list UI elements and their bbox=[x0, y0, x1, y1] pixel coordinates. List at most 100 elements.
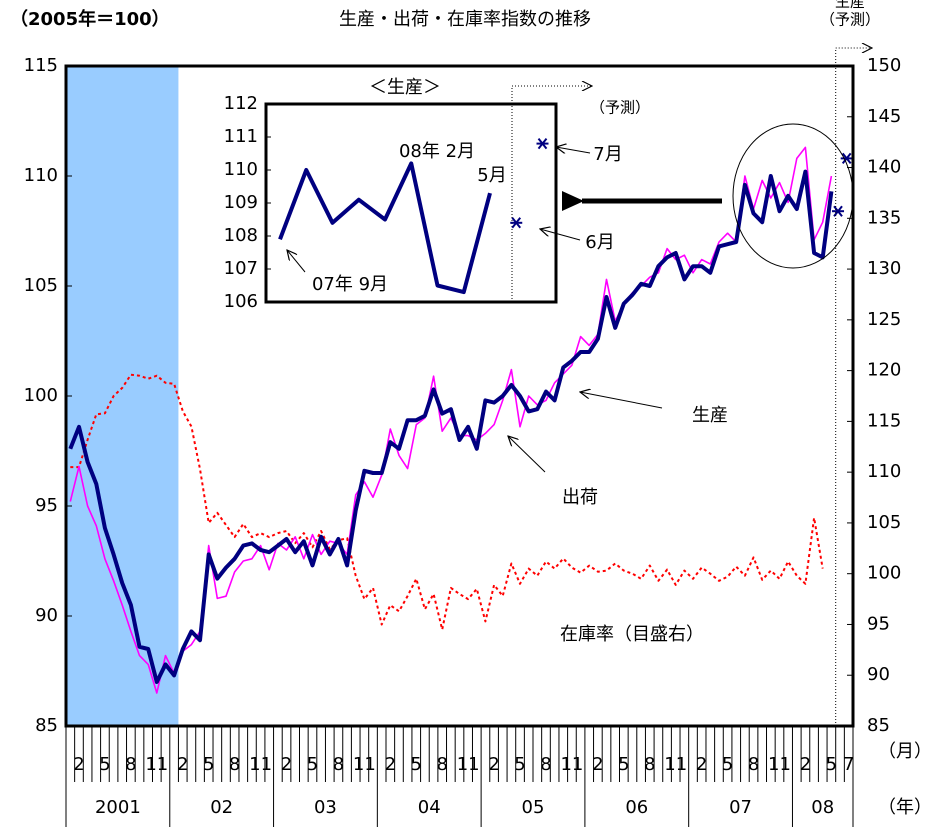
x-tick-label: 2 bbox=[800, 754, 811, 775]
forecast-stroke bbox=[511, 217, 522, 229]
series-label: 出荷 bbox=[562, 487, 598, 508]
series-line bbox=[68, 169, 834, 684]
highlight-circle bbox=[732, 123, 854, 269]
x-tick-label: 11 bbox=[353, 754, 376, 775]
y-tick-label: 105 bbox=[24, 275, 58, 296]
y2-tick-label: 140 bbox=[867, 157, 901, 178]
forecast-divider bbox=[835, 48, 872, 726]
forecast-mark bbox=[510, 217, 523, 229]
plot-frame bbox=[64, 64, 855, 728]
chart-title: 生産・出荷・在庫率指数の推移 bbox=[339, 9, 591, 30]
y2-tick-label: 90 bbox=[867, 664, 890, 685]
x-tick-label: 8 bbox=[644, 754, 655, 775]
x-tick-label: 2 bbox=[281, 754, 292, 775]
annotation-arrow bbox=[580, 392, 663, 409]
inset-forecast-label: （予測） bbox=[590, 99, 650, 117]
annotation-arrow bbox=[556, 147, 591, 153]
forecast-mark bbox=[536, 137, 549, 150]
x-unit-label: （月） bbox=[878, 741, 930, 762]
x-tick-label: 7 bbox=[843, 754, 854, 775]
x-tick-label: 8 bbox=[229, 754, 240, 775]
y2-tick-label: 150 bbox=[867, 55, 901, 76]
x-tick-label: 5 bbox=[618, 754, 629, 775]
y-tick-label: 95 bbox=[35, 495, 58, 516]
annotation-arrow bbox=[287, 250, 306, 273]
inset-forecast-divider bbox=[511, 86, 592, 302]
year-label: 04 bbox=[418, 797, 441, 818]
y2-tick-label: 135 bbox=[867, 207, 901, 228]
x-tick-label: 5 bbox=[722, 754, 733, 775]
forecast-label: 生産 bbox=[835, 0, 865, 11]
x-tick-label: 2 bbox=[177, 754, 188, 775]
year-label: 03 bbox=[314, 797, 337, 818]
x-tick-label: 5 bbox=[514, 754, 525, 775]
x-tick-label: 8 bbox=[125, 754, 136, 775]
y2-tick-label: 105 bbox=[867, 512, 901, 533]
y2-tick-label: 120 bbox=[867, 360, 901, 381]
forecast-label: （予測） bbox=[820, 11, 880, 29]
year-label: 05 bbox=[522, 797, 545, 818]
annotation-arrow bbox=[508, 436, 546, 473]
year-label: 08 bbox=[811, 797, 834, 818]
inset-line bbox=[278, 161, 492, 295]
x-tick-label: 8 bbox=[333, 754, 344, 775]
inset-title: ＜生産＞ bbox=[369, 77, 441, 98]
series-label: 在庫率（目盛右） bbox=[560, 624, 704, 645]
x-tick-label: 5 bbox=[99, 754, 110, 775]
inset-annotation: 5月 bbox=[477, 165, 506, 186]
inset-frame bbox=[264, 102, 558, 304]
x-unit-label: （年） bbox=[878, 797, 930, 818]
inset-annotation: 07年 9月 bbox=[312, 274, 388, 295]
forecast-mark bbox=[840, 152, 853, 165]
annotation-arrow bbox=[540, 229, 581, 241]
x-tick-label: 11 bbox=[664, 754, 687, 775]
x-tick-label: 11 bbox=[768, 754, 791, 775]
y2-tick-label: 130 bbox=[867, 258, 901, 279]
x-tick-label: 5 bbox=[826, 754, 837, 775]
inset-annotation: 7月 bbox=[593, 144, 622, 165]
year-label: 2001 bbox=[95, 797, 141, 818]
x-tick-label: 5 bbox=[203, 754, 214, 775]
x-tick-label: 11 bbox=[560, 754, 583, 775]
inset-y-tick-label: 110 bbox=[224, 159, 258, 180]
year-label: 07 bbox=[729, 797, 752, 818]
y2-tick-label: 95 bbox=[867, 613, 890, 634]
y-tick-label: 100 bbox=[24, 385, 58, 406]
x-tick-label: 11 bbox=[249, 754, 272, 775]
x-tick-label: 8 bbox=[540, 754, 551, 775]
x-tick-label: 8 bbox=[436, 754, 447, 775]
year-label: 02 bbox=[210, 797, 233, 818]
y2-tick-label: 145 bbox=[867, 106, 901, 127]
year-label: 06 bbox=[625, 797, 648, 818]
x-tick-label: 8 bbox=[748, 754, 759, 775]
x-tick-label: 2 bbox=[592, 754, 603, 775]
x-tick-label: 2 bbox=[696, 754, 707, 775]
y2-tick-label: 85 bbox=[867, 715, 890, 736]
x-tick-label: 11 bbox=[145, 754, 168, 775]
y2-tick-label: 100 bbox=[867, 563, 901, 584]
inset-y-tick-label: 107 bbox=[224, 258, 258, 279]
inset-y-tick-label: 109 bbox=[224, 192, 258, 213]
inset-y-tick-label: 106 bbox=[224, 291, 258, 312]
forecast-mark bbox=[832, 205, 845, 217]
x-tick-label: 5 bbox=[411, 754, 422, 775]
y-tick-label: 90 bbox=[35, 605, 58, 626]
unit-label: （2005年＝100） bbox=[10, 8, 170, 30]
x-tick-label: 5 bbox=[307, 754, 318, 775]
recession-shade bbox=[66, 66, 179, 726]
x-tick-label: 2 bbox=[73, 754, 84, 775]
y-tick-label: 115 bbox=[24, 55, 58, 76]
x-tick-label: 11 bbox=[457, 754, 480, 775]
forecast-stroke bbox=[537, 137, 548, 150]
series-label: 生産 bbox=[692, 405, 728, 426]
y2-tick-label: 125 bbox=[867, 309, 901, 330]
y2-tick-label: 110 bbox=[867, 461, 901, 482]
x-tick-label: 2 bbox=[488, 754, 499, 775]
inset-y-tick-label: 112 bbox=[224, 93, 258, 114]
forecast-stroke bbox=[833, 205, 843, 217]
y2-tick-label: 115 bbox=[867, 410, 901, 431]
forecast-stroke bbox=[841, 152, 852, 165]
y-tick-label: 110 bbox=[24, 165, 58, 186]
inset-y-tick-label: 108 bbox=[224, 225, 258, 246]
